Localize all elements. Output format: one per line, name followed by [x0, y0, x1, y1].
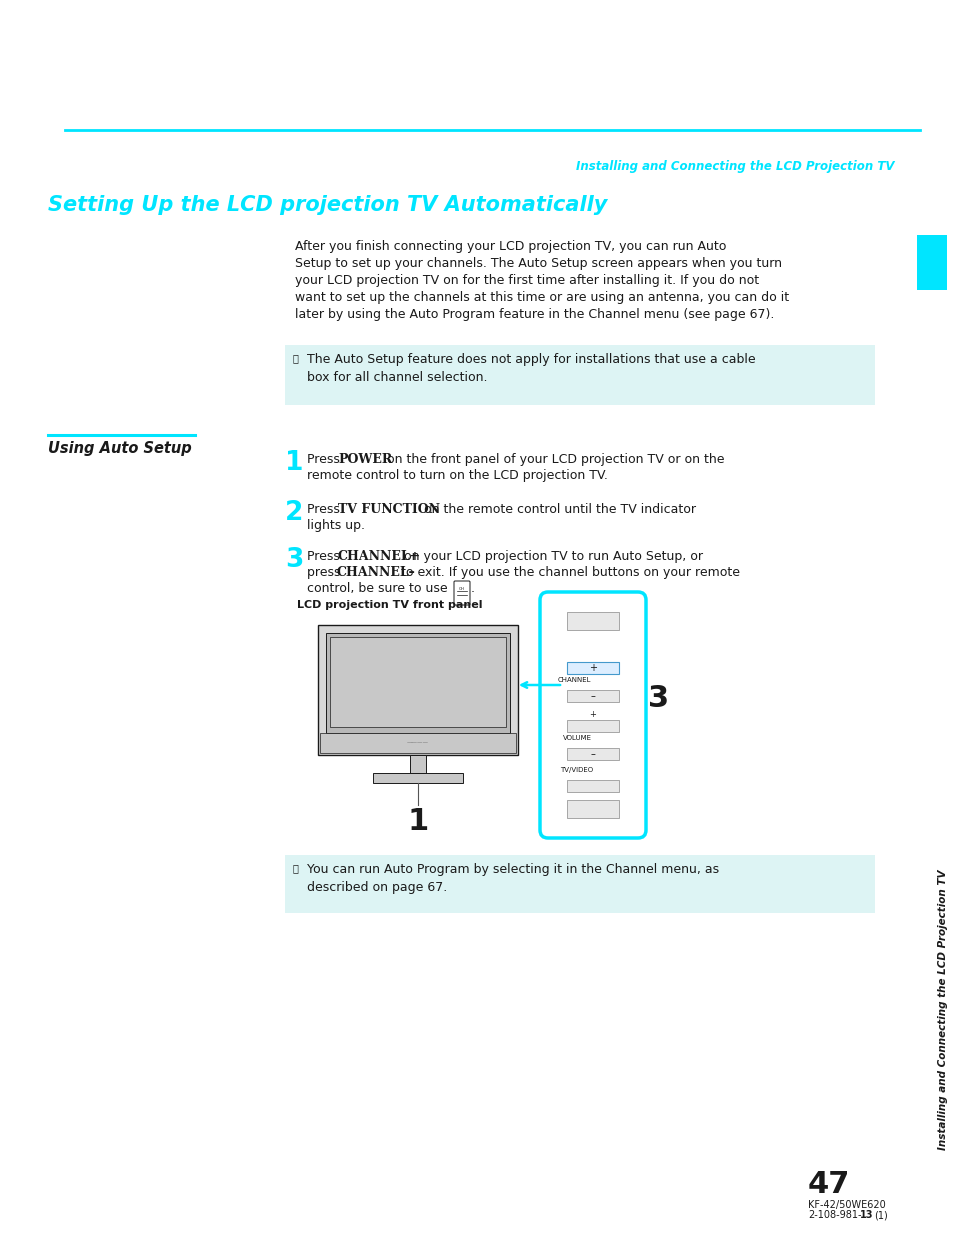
Text: POWER: POWER [337, 453, 392, 466]
Text: 1: 1 [285, 450, 303, 475]
Text: control, be sure to use: control, be sure to use [307, 582, 447, 595]
FancyBboxPatch shape [539, 592, 645, 839]
Text: +: + [588, 663, 597, 673]
Text: 47: 47 [807, 1170, 849, 1199]
Text: 3: 3 [285, 547, 303, 573]
FancyBboxPatch shape [285, 345, 874, 405]
Text: 1: 1 [407, 806, 428, 836]
Text: KF-42/50WE620: KF-42/50WE620 [807, 1200, 884, 1210]
Text: After you finish connecting your LCD projection TV, you can run Auto: After you finish connecting your LCD pro… [294, 240, 725, 253]
Text: want to set up the channels at this time or are using an antenna, you can do it: want to set up the channels at this time… [294, 291, 788, 304]
Text: Installing and Connecting the LCD Projection TV: Installing and Connecting the LCD Projec… [576, 161, 894, 173]
Text: Installing and Connecting the LCD Projection TV: Installing and Connecting the LCD Projec… [937, 869, 947, 1151]
FancyBboxPatch shape [373, 773, 462, 783]
FancyBboxPatch shape [317, 625, 517, 755]
Text: your LCD projection TV on for the first time after installing it. If you do not: your LCD projection TV on for the first … [294, 274, 759, 287]
Text: .: . [471, 582, 475, 595]
Text: Setting Up the LCD projection TV Automatically: Setting Up the LCD projection TV Automat… [48, 195, 607, 215]
Text: remote control to turn on the LCD projection TV.: remote control to turn on the LCD projec… [307, 469, 607, 482]
FancyBboxPatch shape [319, 734, 516, 753]
Text: CHANNEL+: CHANNEL+ [337, 550, 421, 563]
FancyBboxPatch shape [566, 613, 618, 630]
Text: later by using the Auto Program feature in the Channel menu (see page 67).: later by using the Auto Program feature … [294, 308, 774, 321]
Text: CHANNEL: CHANNEL [558, 677, 591, 683]
Text: described on page 67.: described on page 67. [307, 881, 447, 894]
Text: on the remote control until the TV indicator: on the remote control until the TV indic… [419, 503, 696, 516]
Text: –: – [590, 692, 595, 701]
FancyBboxPatch shape [326, 634, 510, 734]
FancyBboxPatch shape [566, 748, 618, 760]
FancyBboxPatch shape [566, 720, 618, 732]
Text: 2: 2 [285, 500, 303, 526]
Text: The Auto Setup feature does not apply for installations that use a cable: The Auto Setup feature does not apply fo… [307, 353, 755, 366]
Text: +: + [589, 710, 596, 719]
FancyBboxPatch shape [330, 637, 505, 727]
Text: on your LCD projection TV to run Auto Setup, or: on your LCD projection TV to run Auto Se… [399, 550, 702, 563]
Text: Press: Press [307, 453, 343, 466]
FancyBboxPatch shape [454, 580, 470, 605]
FancyBboxPatch shape [566, 781, 618, 792]
Text: ————: ———— [407, 741, 429, 746]
Text: box for all channel selection.: box for all channel selection. [307, 370, 487, 384]
Text: TV FUNCTION: TV FUNCTION [337, 503, 439, 516]
Text: 13: 13 [859, 1210, 873, 1220]
Text: Setup to set up your channels. The Auto Setup screen appears when you turn: Setup to set up your channels. The Auto … [294, 257, 781, 270]
Text: You can run Auto Program by selecting it in the Channel menu, as: You can run Auto Program by selecting it… [307, 863, 719, 876]
Text: (1): (1) [873, 1210, 887, 1220]
FancyBboxPatch shape [566, 690, 618, 701]
FancyBboxPatch shape [566, 800, 618, 818]
Text: to exit. If you use the channel buttons on your remote: to exit. If you use the channel buttons … [396, 566, 740, 579]
Text: 3: 3 [647, 684, 668, 713]
FancyBboxPatch shape [285, 855, 874, 913]
FancyBboxPatch shape [916, 235, 946, 290]
Text: CH: CH [458, 587, 464, 592]
Text: 2-108-981-: 2-108-981- [807, 1210, 861, 1220]
Text: VOLUME: VOLUME [562, 735, 592, 741]
Text: CHANNEL–: CHANNEL– [336, 566, 416, 579]
Text: TV/VIDEO: TV/VIDEO [559, 767, 593, 773]
Text: Press: Press [307, 503, 343, 516]
Text: on the front panel of your LCD projection TV or on the: on the front panel of your LCD projectio… [382, 453, 723, 466]
Text: Using Auto Setup: Using Auto Setup [48, 441, 192, 456]
Text: lights up.: lights up. [307, 519, 365, 532]
Text: ⮪: ⮪ [293, 863, 298, 873]
Text: Press: Press [307, 550, 343, 563]
Text: ⮪: ⮪ [293, 353, 298, 363]
FancyBboxPatch shape [566, 662, 618, 674]
Text: –: – [590, 748, 595, 760]
Text: LCD projection TV front panel: LCD projection TV front panel [297, 600, 482, 610]
Text: press: press [307, 566, 344, 579]
FancyBboxPatch shape [410, 755, 426, 773]
